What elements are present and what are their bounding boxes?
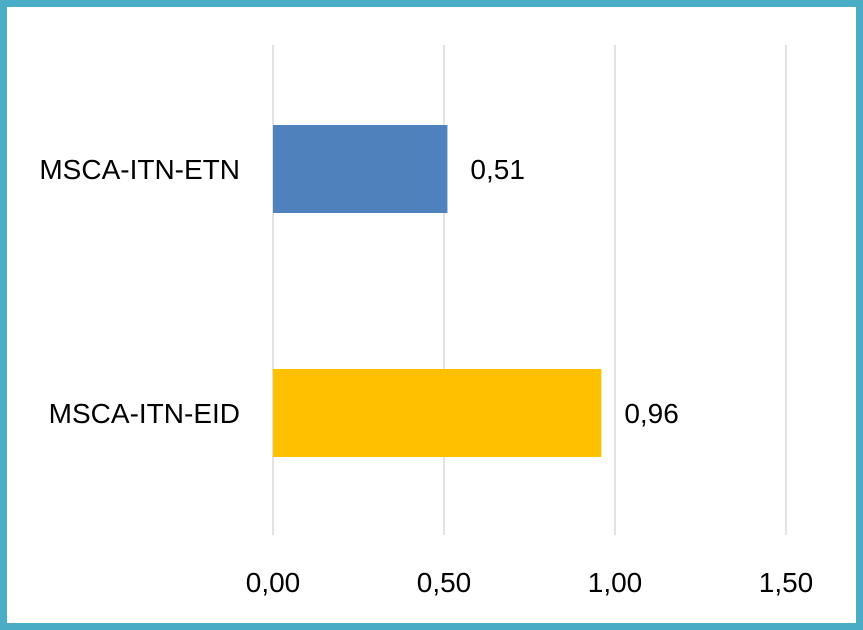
- value-label-1: 0,96: [624, 398, 679, 429]
- category-label-1: MSCA-ITN-EID: [49, 398, 240, 429]
- bar-msca-itn-eid: [273, 369, 602, 457]
- category-label-0: MSCA-ITN-ETN: [39, 154, 240, 185]
- x-tick-label-3: 1,50: [759, 567, 814, 598]
- value-labels: 0,51 0,96: [470, 154, 678, 429]
- grid-lines: [272, 45, 787, 535]
- value-label-0: 0,51: [470, 154, 525, 185]
- bar-msca-itn-etn: [273, 125, 448, 213]
- x-tick-label-1: 0,50: [417, 567, 472, 598]
- bars: [273, 125, 602, 457]
- x-tick-label-2: 1,00: [588, 567, 643, 598]
- x-axis-tick-labels: 0,00 0,50 1,00 1,50: [246, 567, 814, 598]
- category-labels: MSCA-ITN-ETN MSCA-ITN-EID: [39, 154, 240, 429]
- x-tick-label-0: 0,00: [246, 567, 301, 598]
